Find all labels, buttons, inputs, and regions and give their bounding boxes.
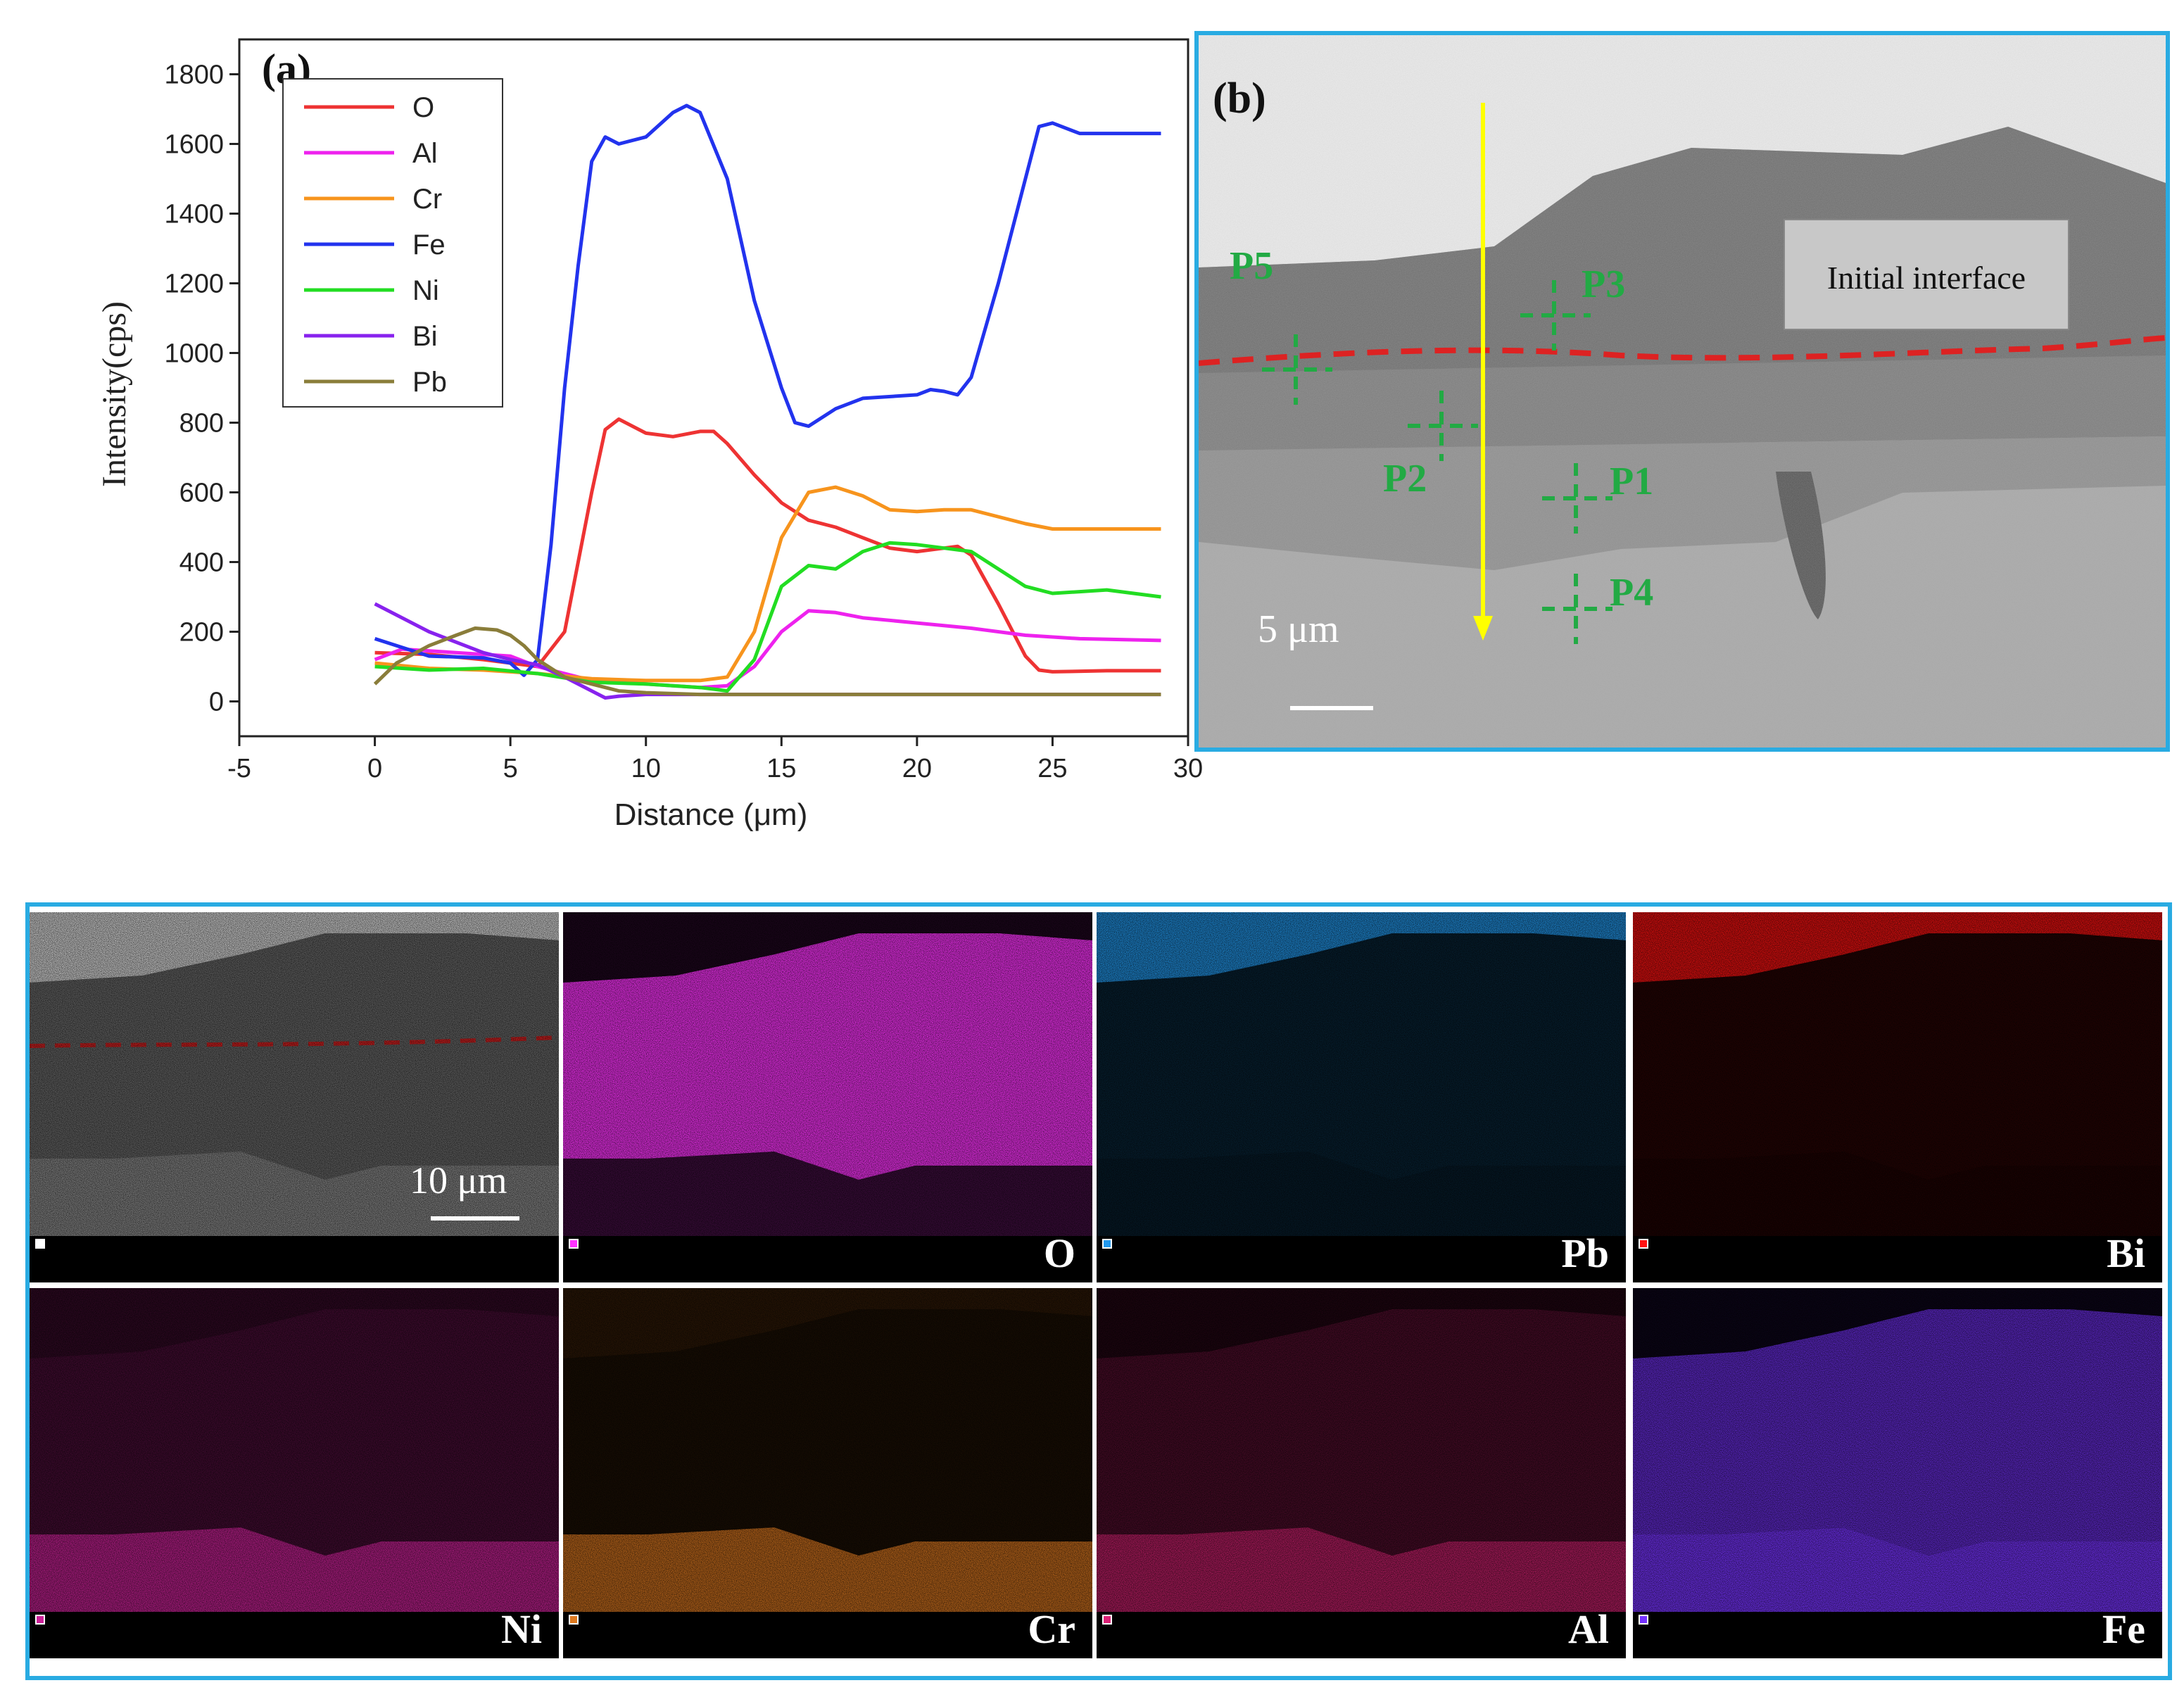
map-noise (1633, 912, 2162, 1236)
y-tick-label: 0 (209, 688, 224, 717)
eds-map-image (1097, 912, 1626, 1236)
eds-map-sem: 10 μm (30, 912, 559, 1282)
map-label-fe: Fe (2102, 1606, 2145, 1652)
map-noise (30, 1288, 559, 1612)
scale-label-c: 10 μm (410, 1159, 507, 1202)
point-p1: P1 (1542, 460, 1653, 534)
legend-label-fe: Fe (412, 229, 446, 260)
map-label-cr: Cr (1028, 1606, 1075, 1652)
x-tick-label: 10 (631, 754, 661, 783)
initial-interface-label: Initial interface (1827, 260, 2026, 296)
legend-label-pb: Pb (412, 367, 447, 398)
p1-label: P1 (1610, 460, 1653, 503)
map-color-swatch (35, 1615, 45, 1625)
image-grain (1199, 35, 2166, 748)
legend: O Al Cr Fe Ni Bi Pb (282, 78, 503, 408)
p2-label: P2 (1383, 457, 1427, 500)
map-label-al: Al (1568, 1606, 1609, 1652)
eds-map-ni: Ni (30, 1288, 559, 1658)
y-tick-label: 800 (179, 409, 224, 439)
x-tick-label: 15 (766, 754, 796, 783)
eds-map-image (30, 1288, 559, 1612)
x-tick-label: 30 (1173, 754, 1203, 783)
scale-bar-c (431, 1216, 519, 1221)
eds-map-o: O (563, 912, 1092, 1282)
p3-label: P3 (1582, 263, 1625, 306)
series-line-o (374, 417, 1161, 674)
p5-label: P5 (1230, 244, 1273, 288)
legend-label-o: O (412, 92, 434, 123)
line-scan-arrowhead (1473, 616, 1493, 641)
eds-map-bi: Bi (1633, 912, 2162, 1282)
map-color-swatch (35, 1239, 45, 1249)
point-p3: P3 (1520, 263, 1625, 351)
p4-label: P4 (1610, 571, 1653, 614)
legend-label-cr: Cr (412, 184, 442, 215)
map-noise (1097, 1288, 1626, 1612)
sem-image-b: Initial interface (b) P5 P3 P2 P1 P4 5 μ… (1199, 35, 2166, 748)
legend-label-ni: Ni (412, 275, 439, 306)
sem-panel-b: Initial interface (b) P5 P3 P2 P1 P4 5 μ… (1194, 31, 2170, 752)
y-tick-label: 1200 (164, 270, 224, 299)
y-tick-label: 1400 (164, 200, 224, 229)
x-tick-label: 0 (367, 754, 382, 783)
series-line-al (374, 609, 1161, 690)
point-p5: P5 (1230, 244, 1332, 405)
x-tick-label: 25 (1037, 754, 1067, 783)
eds-map-image (30, 912, 559, 1236)
map-color-swatch (1639, 1239, 1648, 1249)
x-tick-label: -5 (227, 754, 251, 783)
map-color-swatch (1639, 1615, 1648, 1625)
line-chart-a: -5 0 5 10 15 20 25 30 0 200 400 600 800 1000 1200 1400 1… (0, 0, 1211, 859)
eds-map-image (1097, 1288, 1626, 1612)
map-noise (1633, 1288, 2162, 1612)
eds-map-image (1633, 912, 2162, 1236)
series-line-pb (373, 626, 1161, 697)
eds-map-cr: Cr (563, 1288, 1092, 1658)
eds-map-image (563, 912, 1092, 1236)
map-label-bi: Bi (2107, 1230, 2145, 1276)
y-tick-label: 1000 (164, 339, 224, 369)
y-axis-label: Intensity(cps) (96, 301, 133, 487)
scale-label-b: 5 μm (1258, 607, 1339, 651)
eds-map-al: Al (1097, 1288, 1626, 1658)
eds-map-image (1633, 1288, 2162, 1612)
x-axis-label: Distance (μm) (614, 797, 808, 832)
y-tick-label: 1800 (164, 61, 224, 90)
x-tick-label: 5 (503, 754, 518, 783)
eds-map-grid: 10 μm O Pb Bi Ni Cr Al Fe (25, 902, 2172, 1680)
point-p4: P4 (1542, 571, 1653, 644)
y-tick-label: 400 (179, 548, 224, 578)
point-p2: P2 (1383, 391, 1478, 500)
panel-label-b: (b) (1213, 75, 1266, 122)
map-noise (563, 1288, 1092, 1612)
eds-map-image (563, 1288, 1092, 1612)
legend-label-bi: Bi (412, 321, 438, 352)
map-label-ni: Ni (501, 1606, 542, 1652)
map-color-swatch (569, 1615, 579, 1625)
map-label-pb: Pb (1561, 1230, 1609, 1276)
chart-svg: -5 0 5 10 15 20 25 30 0 200 400 600 800 1000 1200 1400 1… (96, 38, 1203, 832)
eds-map-pb: Pb (1097, 912, 1626, 1282)
map-color-swatch (1102, 1615, 1112, 1625)
map-label-o: O (1043, 1230, 1075, 1276)
legend-label-al: Al (412, 138, 438, 169)
eds-map-fe: Fe (1633, 1288, 2162, 1658)
map-noise (563, 912, 1092, 1236)
initial-interface-line (1199, 335, 2166, 366)
map-noise (1097, 912, 1626, 1236)
series-group (373, 103, 1161, 700)
map-noise (30, 912, 559, 1236)
y-tick-label: 1600 (164, 130, 224, 160)
y-tick-label: 600 (179, 479, 224, 508)
y-tick-label: 200 (179, 618, 224, 648)
series-line-fe (374, 103, 1161, 677)
x-tick-label: 20 (902, 754, 932, 783)
map-color-swatch (1102, 1239, 1112, 1249)
map-color-swatch (569, 1239, 579, 1249)
initial-interface-box (1784, 219, 2069, 330)
axis-ticks: -5 0 5 10 15 20 25 30 0 200 400 600 800 1000 1200 1400 1… (164, 61, 1203, 784)
